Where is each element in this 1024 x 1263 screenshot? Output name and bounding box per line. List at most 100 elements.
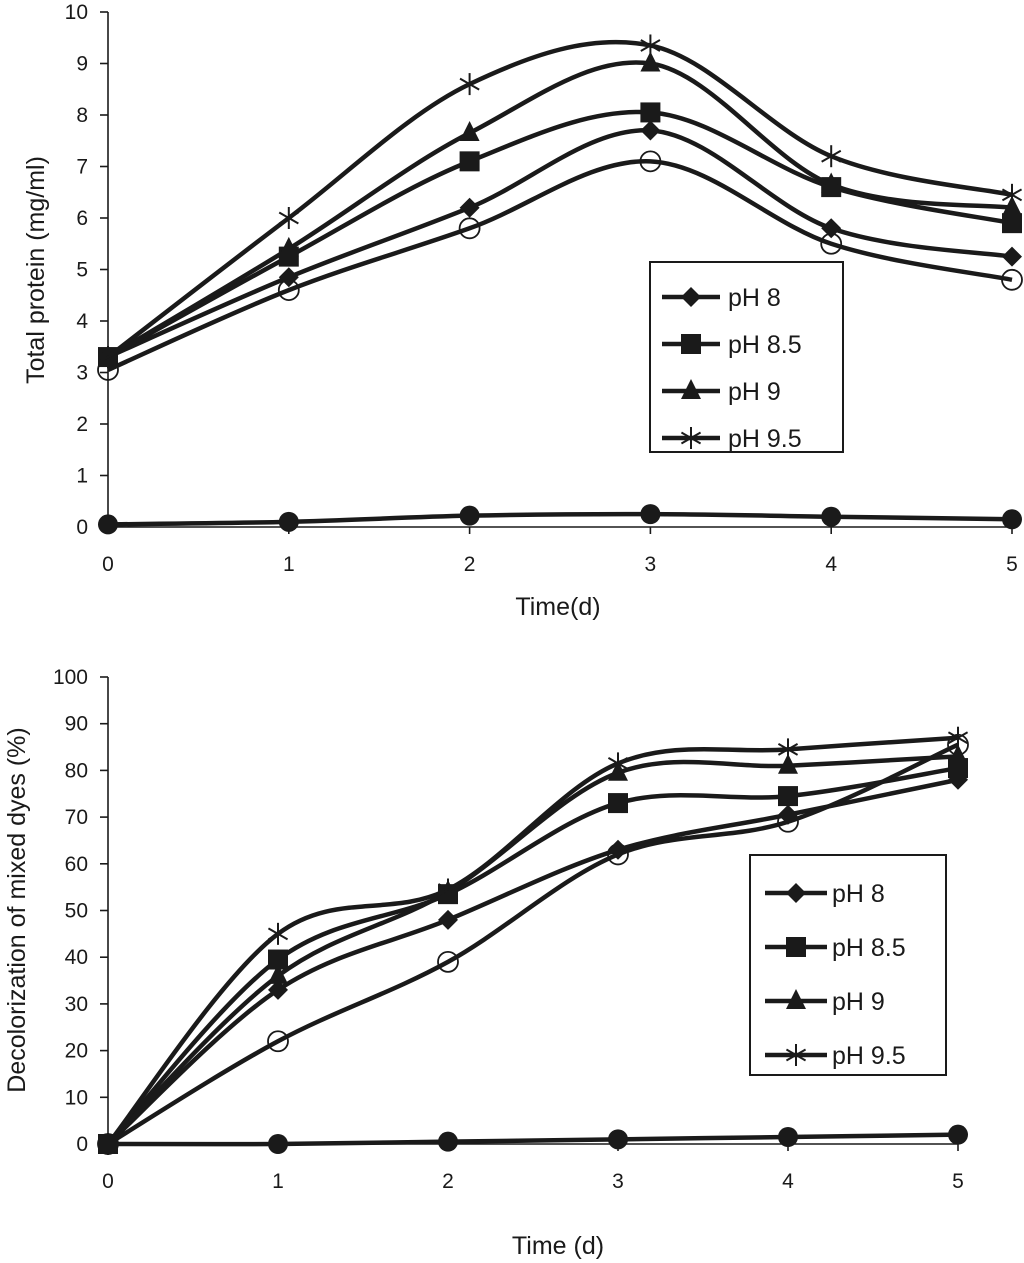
decolorization-chart-point-filled-circle (268, 1134, 288, 1154)
protein-chart-legend-box (649, 261, 844, 453)
decolorization-chart-line-filled-circle (107, 1132, 959, 1147)
protein-chart-point-filled-circle (821, 506, 842, 527)
decolorization-chart-point-open-circle (437, 950, 459, 973)
decolorization-chart-x-tick-label: 2 (442, 1170, 454, 1193)
protein-chart-line-triangle (106, 60, 1013, 359)
protein-chart-point-open-circle (458, 217, 481, 240)
decolorization-chart-y-tick-label: 40 (65, 946, 88, 969)
protein-chart-point-filled-circle (98, 514, 118, 535)
decolorization-chart-legend-marker-diamond (786, 883, 806, 903)
protein-chart-y-tick-label: 9 (76, 53, 88, 76)
decolorization-chart-legend-item: pH 8.5 (765, 934, 906, 962)
protein-chart-series-asterisk (97, 34, 1023, 369)
protein-chart-legend-item: pH 9 (662, 378, 781, 406)
protein-chart-x-tick-label: 5 (1006, 553, 1018, 576)
decolorization-chart-y-tick-label: 50 (65, 900, 88, 923)
decolorization-chart-point-asterisk (267, 922, 289, 945)
decolorization-chart-point-open-circle (607, 843, 629, 866)
decolorization-chart-line-asterisk (106, 735, 959, 1146)
protein-chart-legend-marker-asterisk (680, 427, 702, 449)
protein-chart-series-diamond (98, 120, 1022, 368)
decolorization-chart-legend-marker-triangle (786, 989, 806, 1009)
decolorization-chart-legend-label: pH 8 (832, 880, 885, 908)
protein-chart-point-diamond (821, 218, 842, 239)
decolorization-chart-point-diamond (438, 909, 458, 930)
protein-chart-x-tick-label: 4 (825, 553, 837, 576)
decolorization-chart-point-square (608, 793, 628, 814)
protein-chart-legend-label: pH 8.5 (728, 331, 802, 359)
decolorization-chart-point-square (268, 949, 288, 970)
decolorization-chart-series-filled-circle (98, 1124, 968, 1154)
protein-chart-legend: pH 8 pH 8.5 pH 9 pH 9.5 (649, 261, 844, 453)
decolorization-chart-x-tick-label: 5 (952, 1170, 964, 1193)
decolorization-chart-legend-label: pH 9 (832, 988, 885, 1016)
protein-chart-point-diamond (1002, 246, 1022, 267)
decolorization-chart-point-asterisk (777, 738, 799, 761)
protein-chart-x-tick-label: 1 (283, 553, 295, 576)
protein-chart-point-filled-circle (640, 504, 661, 525)
protein-chart-legend-label: pH 9.5 (728, 425, 802, 453)
decolorization-chart-point-square (778, 786, 798, 807)
protein-chart-y-tick-label: 3 (76, 362, 88, 385)
decolorization-chart-y-tick-label: 10 (65, 1086, 88, 1109)
protein-chart-x-axis-title: Time(d) (515, 593, 600, 621)
protein-chart: Total protein (mg/ml) Time(d) 0 1 2 3 4 5 6 7 8 9… (22, 1, 1023, 621)
protein-chart-series-filled-circle (98, 504, 1022, 535)
decolorization-chart-x-tick-label: 0 (102, 1170, 114, 1193)
protein-chart-point-triangle (278, 236, 299, 257)
protein-chart-y-axis-title: Total protein (mg/ml) (22, 156, 50, 384)
decolorization-chart-point-open-circle (947, 733, 969, 756)
protein-chart-legend-label: pH 8 (728, 284, 781, 312)
protein-chart-y-tick-label: 0 (76, 516, 88, 539)
decolorization-chart-line-square (106, 765, 959, 1146)
decolorization-chart-y-axis-title: Decolorization of mixed dyes (%) (3, 727, 31, 1092)
decolorization-chart-legend-item: pH 9 (765, 988, 885, 1016)
protein-chart-line-filled-circle (107, 511, 1013, 527)
protein-chart-y-tick-label: 2 (76, 413, 88, 436)
decolorization-chart-y-tick-label: 100 (53, 666, 88, 689)
decolorization-chart-line-diamond (106, 777, 959, 1146)
protein-chart-line-asterisk (106, 39, 1013, 359)
decolorization-chart-point-open-circle (267, 1030, 289, 1053)
decolorization-chart-y-tick-label: 60 (65, 853, 88, 876)
decolorization-chart-series-open-circle (97, 733, 969, 1155)
protein-chart-series-open-circle (97, 150, 1023, 381)
decolorization-chart-y-tick-label: 0 (76, 1133, 88, 1156)
protein-chart-y-tick-label: 6 (76, 207, 88, 230)
decolorization-chart-line-open-circle (106, 742, 959, 1146)
protein-chart-legend-marker-triangle (681, 379, 701, 399)
protein-chart-point-open-circle (97, 359, 119, 381)
protein-chart-point-asterisk (278, 207, 299, 229)
decolorization-chart-point-asterisk (437, 878, 459, 901)
protein-chart-point-open-circle (639, 150, 662, 173)
protein-chart-point-diamond (640, 120, 661, 141)
decolorization-chart-y-tick-label: 30 (65, 993, 88, 1016)
protein-chart-point-triangle (821, 172, 842, 193)
decolorization-chart-y-tick-label: 80 (65, 759, 88, 782)
protein-chart-point-open-circle (1001, 268, 1023, 291)
protein-chart-line-square (106, 109, 1013, 360)
protein-chart-y-tick-label: 8 (76, 104, 88, 127)
protein-chart-y-tick-label: 4 (76, 310, 88, 333)
protein-chart-point-filled-circle (459, 505, 480, 526)
protein-chart-point-square (459, 151, 480, 172)
decolorization-chart-x-axis-title: Time (d) (512, 1232, 604, 1260)
protein-chart-series-triangle (98, 51, 1022, 366)
decolorization-chart-x-tick-label: 4 (782, 1170, 794, 1193)
decolorization-chart-point-filled-circle (438, 1131, 458, 1152)
decolorization-chart-point-asterisk (607, 752, 629, 775)
decolorization-chart-point-filled-circle (948, 1124, 968, 1145)
protein-chart-x-tick-label: 2 (464, 553, 476, 576)
protein-chart-series-square (98, 102, 1022, 368)
decolorization-chart-point-filled-circle (778, 1126, 798, 1147)
protein-chart-legend-marker-square (681, 334, 701, 354)
protein-chart-point-diamond (459, 197, 480, 218)
decolorization-chart-point-filled-circle (98, 1134, 118, 1154)
protein-chart-legend-marker-diamond (681, 287, 701, 307)
decolorization-chart-point-triangle (778, 753, 798, 774)
protein-chart-point-asterisk (1001, 183, 1023, 206)
decolorization-chart-legend-marker-square (786, 937, 806, 957)
decolorization-chart-point-open-circle (777, 810, 799, 833)
decolorization-chart-point-filled-circle (608, 1129, 628, 1150)
decolorization-chart-y-tick-label: 90 (65, 713, 88, 736)
